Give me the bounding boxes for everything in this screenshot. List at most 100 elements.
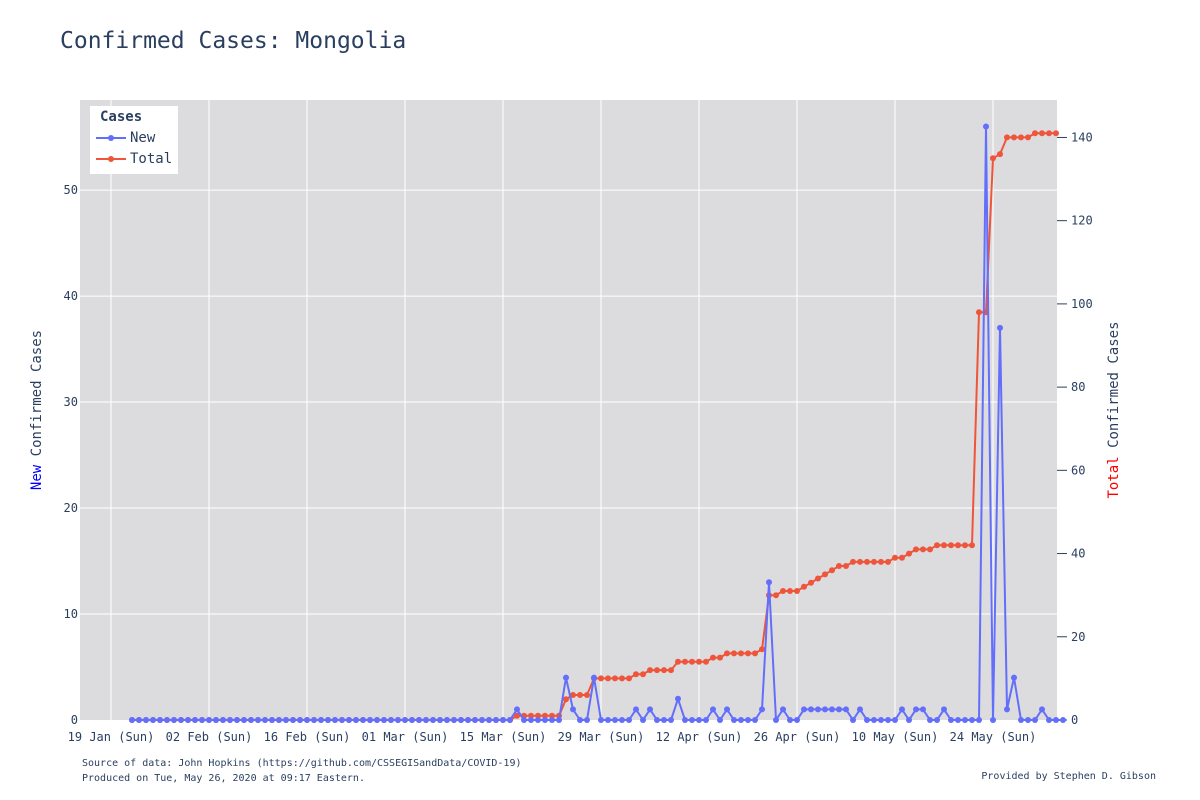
point-new[interactable]	[514, 706, 520, 713]
point-new[interactable]	[297, 717, 303, 723]
point-new[interactable]	[374, 717, 380, 723]
point-new[interactable]	[857, 706, 863, 713]
point-new[interactable]	[213, 717, 219, 723]
point-new[interactable]	[808, 706, 814, 713]
point-new[interactable]	[416, 717, 422, 723]
point-new[interactable]	[1018, 717, 1024, 723]
point-new[interactable]	[794, 717, 800, 723]
point-total[interactable]	[1018, 134, 1024, 141]
point-new[interactable]	[927, 717, 933, 723]
point-total[interactable]	[815, 575, 821, 582]
point-total[interactable]	[710, 654, 716, 661]
point-total[interactable]	[920, 546, 926, 553]
point-new[interactable]	[836, 706, 842, 713]
point-total[interactable]	[703, 658, 709, 665]
point-new[interactable]	[878, 717, 884, 723]
point-total[interactable]	[829, 567, 835, 574]
legend-item-total[interactable]: Total	[96, 149, 176, 169]
point-new[interactable]	[143, 717, 149, 723]
point-new[interactable]	[570, 706, 576, 713]
point-new[interactable]	[913, 706, 919, 713]
point-new[interactable]	[724, 706, 730, 713]
point-total[interactable]	[619, 675, 625, 682]
point-new[interactable]	[906, 717, 912, 723]
point-total[interactable]	[1025, 134, 1031, 141]
point-new[interactable]	[962, 717, 968, 723]
point-total[interactable]	[682, 658, 688, 665]
point-new[interactable]	[843, 706, 849, 713]
point-new[interactable]	[542, 717, 548, 723]
point-new[interactable]	[164, 717, 170, 723]
point-new[interactable]	[437, 717, 443, 723]
point-total[interactable]	[549, 712, 555, 719]
point-new[interactable]	[563, 674, 569, 681]
point-total[interactable]	[633, 671, 639, 678]
point-total[interactable]	[801, 583, 807, 590]
point-new[interactable]	[493, 717, 499, 723]
point-new[interactable]	[185, 717, 191, 723]
point-new[interactable]	[577, 717, 583, 723]
point-total[interactable]	[738, 650, 744, 657]
point-new[interactable]	[990, 717, 996, 723]
point-total[interactable]	[948, 542, 954, 549]
point-total[interactable]	[899, 554, 905, 561]
point-new[interactable]	[423, 717, 429, 723]
point-new[interactable]	[654, 717, 660, 723]
point-new[interactable]	[360, 717, 366, 723]
point-new[interactable]	[1011, 674, 1017, 681]
point-total[interactable]	[647, 667, 653, 674]
point-new[interactable]	[353, 717, 359, 723]
legend[interactable]: Cases New Total	[90, 106, 178, 174]
point-new[interactable]	[1025, 717, 1031, 723]
point-total[interactable]	[745, 650, 751, 657]
point-new[interactable]	[1060, 717, 1066, 723]
point-new[interactable]	[409, 717, 415, 723]
point-total[interactable]	[514, 712, 520, 719]
point-new[interactable]	[150, 717, 156, 723]
point-total[interactable]	[1004, 134, 1010, 141]
point-total[interactable]	[675, 658, 681, 665]
point-total[interactable]	[640, 671, 646, 678]
point-new[interactable]	[1039, 706, 1045, 713]
point-new[interactable]	[290, 717, 296, 723]
point-total[interactable]	[528, 712, 534, 719]
point-new[interactable]	[381, 717, 387, 723]
point-total[interactable]	[689, 658, 695, 665]
point-new[interactable]	[752, 717, 758, 723]
point-total[interactable]	[822, 571, 828, 578]
point-total[interactable]	[654, 667, 660, 674]
point-new[interactable]	[129, 717, 135, 723]
point-new[interactable]	[472, 717, 478, 723]
point-total[interactable]	[850, 558, 856, 565]
point-total[interactable]	[969, 542, 975, 549]
point-new[interactable]	[486, 717, 492, 723]
point-total[interactable]	[598, 675, 604, 682]
point-total[interactable]	[584, 692, 590, 698]
point-new[interactable]	[612, 717, 618, 723]
point-new[interactable]	[1053, 717, 1059, 723]
point-total[interactable]	[731, 650, 737, 657]
point-new[interactable]	[556, 717, 562, 723]
point-total[interactable]	[794, 588, 800, 594]
point-new[interactable]	[885, 717, 891, 723]
point-new[interactable]	[899, 706, 905, 713]
point-new[interactable]	[675, 695, 681, 702]
point-new[interactable]	[192, 717, 198, 723]
point-new[interactable]	[955, 717, 961, 723]
point-new[interactable]	[815, 706, 821, 713]
point-new[interactable]	[647, 706, 653, 713]
point-new[interactable]	[598, 717, 604, 723]
point-new[interactable]	[325, 717, 331, 723]
point-total[interactable]	[759, 646, 765, 653]
point-new[interactable]	[633, 706, 639, 713]
point-new[interactable]	[871, 717, 877, 723]
point-total[interactable]	[570, 692, 576, 698]
point-total[interactable]	[864, 558, 870, 565]
point-new[interactable]	[241, 717, 247, 723]
point-new[interactable]	[458, 717, 464, 723]
point-total[interactable]	[892, 554, 898, 561]
point-total[interactable]	[563, 696, 569, 703]
point-new[interactable]	[983, 123, 989, 130]
point-new[interactable]	[591, 674, 597, 681]
point-total[interactable]	[913, 546, 919, 553]
